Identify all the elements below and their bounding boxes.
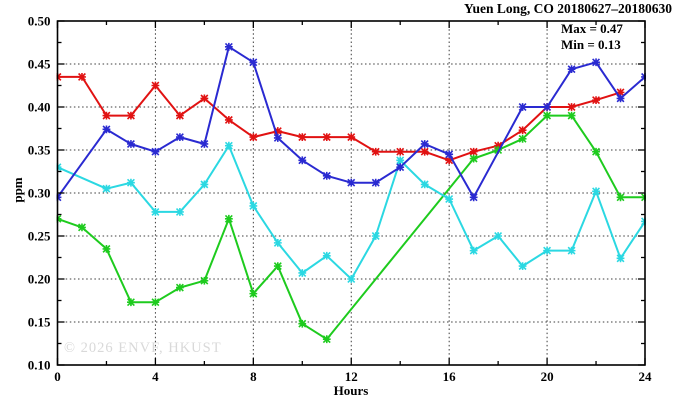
x-tick-label: 4	[152, 369, 159, 384]
y-axis-label: ppm	[10, 177, 25, 203]
watermark: © 2026 ENVF, HKUST	[64, 340, 222, 356]
x-tick-label: 20	[541, 369, 554, 384]
y-tick-label: 0.25	[28, 229, 51, 244]
series-cyan-markers	[56, 141, 646, 283]
y-tick-label: 0.35	[28, 143, 51, 158]
y-tick-label: 0.45	[28, 57, 51, 72]
y-tick-label: 0.40	[28, 100, 51, 115]
chart-title: Yuen Long, CO 20180627–20180630	[463, 1, 672, 16]
series-red-line	[56, 75, 622, 162]
y-tick-label: 0.10	[28, 358, 51, 373]
x-tick-label: 8	[250, 369, 257, 384]
series-red-markers	[56, 72, 625, 165]
x-axis-label: Hours	[333, 383, 369, 398]
y-tick-label: 0.20	[28, 272, 51, 287]
series-cyan-line	[56, 144, 646, 280]
x-tick-label: 0	[54, 369, 61, 384]
y-tick-label: 0.50	[28, 14, 51, 29]
x-tick-label: 12	[345, 369, 358, 384]
y-tick-label: 0.15	[28, 315, 51, 330]
x-tick-label: 24	[639, 369, 653, 384]
y-tick-label: 0.30	[28, 186, 51, 201]
series-green-line	[56, 114, 646, 341]
max-value-label: Max = 0.47	[561, 21, 623, 36]
x-tick-label: 16	[443, 369, 457, 384]
min-value-label: Min = 0.13	[561, 37, 621, 52]
series-blue-line	[56, 45, 646, 199]
stats-annotation: Max = 0.47 Min = 0.13	[561, 21, 623, 53]
